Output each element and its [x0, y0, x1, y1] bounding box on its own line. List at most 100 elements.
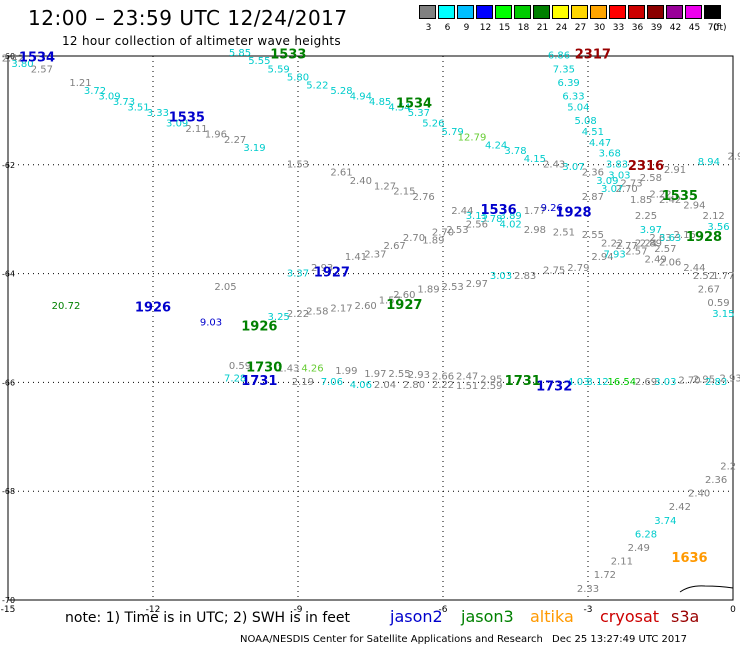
- wave-height-value: 2.95: [693, 374, 715, 385]
- wave-height-value: 5.79: [442, 127, 464, 138]
- wave-height-value: 6.28: [635, 529, 657, 540]
- wave-height-value: 5.04: [567, 102, 589, 113]
- pass-label: 1535: [169, 110, 205, 125]
- wave-height-value: 3.37: [287, 268, 309, 279]
- wave-height-value: 2.60: [393, 290, 415, 301]
- wave-height-value: 2.42: [2, 53, 24, 64]
- wave-height-value: 9.26: [541, 203, 563, 214]
- wave-height-value: 2.22: [287, 309, 309, 320]
- wave-height-value: 3.73: [113, 97, 135, 108]
- colorbar-swatch: [495, 5, 512, 19]
- wave-height-value: 2.53: [442, 282, 464, 293]
- wave-height-value: 2.77: [616, 241, 638, 252]
- wave-height-value: 3.72: [84, 86, 106, 97]
- wave-height-value: 1.77: [712, 271, 734, 282]
- wave-height-value: 2.57: [654, 244, 676, 255]
- pass-label: 1731: [505, 374, 541, 389]
- wave-height-value: 3.63: [659, 233, 681, 244]
- wave-height-value: 8.94: [698, 157, 720, 168]
- colorbar-tick-label: 45: [688, 23, 701, 33]
- wave-height-value: 3.68: [599, 149, 621, 160]
- wave-height-value: 2.37: [364, 249, 386, 260]
- wave-height-value: 3.03: [654, 377, 676, 388]
- wave-height-value: 3.19: [243, 143, 265, 154]
- lon-tick-label: -9: [294, 605, 303, 615]
- colorbar-swatch: [514, 5, 531, 19]
- wave-height-value: 1.99: [335, 366, 357, 377]
- wave-height-value: 2.22: [601, 238, 623, 249]
- wave-height-value: 2.56: [466, 219, 488, 230]
- lon-tick-label: -12: [146, 605, 161, 615]
- wave-height-value: 2.80: [403, 380, 425, 391]
- timestamp: Dec 25 13:27:49 UTC 2017: [552, 634, 687, 645]
- wave-height-value: 5.28: [330, 86, 352, 97]
- wave-height-value: 2.63: [649, 233, 671, 244]
- lat-tick-label: -62: [2, 161, 15, 170]
- colorbar-swatch: [457, 5, 474, 19]
- wave-height-value: 2.11: [611, 557, 633, 568]
- wave-height-value: 2.49: [645, 255, 667, 266]
- wave-height-value: 2.36: [705, 475, 727, 486]
- wave-height-value: 1.51: [456, 381, 478, 392]
- wave-height-value: 1.96: [205, 130, 227, 141]
- wave-height-value: 4.24: [485, 140, 507, 151]
- wave-height-value: 12.79: [458, 132, 487, 143]
- wave-height-value: 2.60: [355, 301, 377, 312]
- wave-height-value: 1.41: [345, 252, 367, 263]
- wave-height-value: 3.07: [562, 162, 584, 173]
- wave-height-value: 2.52: [693, 271, 715, 282]
- wave-height-value: 2.33: [577, 584, 599, 595]
- wave-height-value: 0.59: [707, 298, 729, 309]
- wave-height-value: 3.07: [601, 184, 623, 195]
- wave-height-value: 2.98: [524, 225, 546, 236]
- wave-height-value: 2.19: [292, 377, 314, 388]
- colorbar-tick-label: 27: [574, 23, 587, 33]
- pass-label: 1927: [314, 265, 350, 280]
- lat-tick-label: -70: [2, 596, 15, 605]
- pass-label: 1927: [386, 298, 422, 313]
- colorbar-swatch: [419, 5, 436, 19]
- lon-tick-label: 0: [730, 605, 736, 615]
- wave-height-value: 2.15: [393, 187, 415, 198]
- wave-height-value: 2.42: [659, 195, 681, 206]
- wave-height-value: 2.58: [640, 173, 662, 184]
- wave-height-value: 2.73: [620, 179, 642, 190]
- footer-note: note: 1) Time is in UTC; 2) SWH is in fe…: [65, 610, 351, 626]
- colorbar-unit: (ft): [713, 23, 727, 33]
- wave-height-value: 2.69: [635, 377, 657, 388]
- colorbar-swatch: [438, 5, 455, 19]
- wave-height-value: 2.97: [466, 279, 488, 290]
- wave-height-value: 3.56: [707, 222, 729, 233]
- satellite-legend-altika: altika: [530, 607, 574, 626]
- pass-label: 1926: [241, 320, 277, 335]
- wave-height-value: 5.59: [268, 64, 290, 75]
- colorbar-swatch: [552, 5, 569, 19]
- wave-height-value: 2.36: [582, 168, 604, 179]
- wave-height-value: 2.2: [720, 461, 736, 472]
- wave-height-value: 1.21: [69, 78, 91, 89]
- wave-height-value: 2.70: [678, 375, 700, 386]
- wave-height-value: 4.06: [350, 380, 372, 391]
- wave-height-value: 1.77: [524, 206, 546, 217]
- credit-line: NOAA/NESDIS Center for Satellite Applica…: [240, 634, 543, 645]
- lon-tick-label: -6: [439, 605, 448, 615]
- wave-height-value: 3.33: [147, 108, 169, 119]
- wave-height-value: 7.06: [321, 377, 343, 388]
- satellite-legend-cryosat: cryosat: [600, 607, 660, 626]
- pass-label: 2316: [628, 159, 664, 174]
- wave-height-value: 2.17: [330, 304, 352, 315]
- wave-height-value: 4.26: [301, 364, 323, 375]
- wave-height-value: 2.51: [553, 228, 575, 239]
- colorbar-swatch: [685, 5, 702, 19]
- wave-height-value: 3.78: [504, 146, 526, 157]
- colorbar-tick-label: 6: [444, 23, 451, 33]
- wave-height-value: 3.12: [587, 377, 609, 388]
- pass-label: 1731: [241, 374, 277, 389]
- wave-height-value: 4.54: [388, 102, 410, 113]
- lat-tick-label: -64: [2, 270, 15, 279]
- wave-height-value: 1.57: [379, 296, 401, 307]
- wave-height-value: 16.54: [608, 377, 637, 388]
- pass-label: 1926: [135, 301, 171, 316]
- page-title: 12:00 – 23:59 UTC 12/24/2017: [28, 6, 348, 30]
- wave-height-value: 1.72: [594, 570, 616, 581]
